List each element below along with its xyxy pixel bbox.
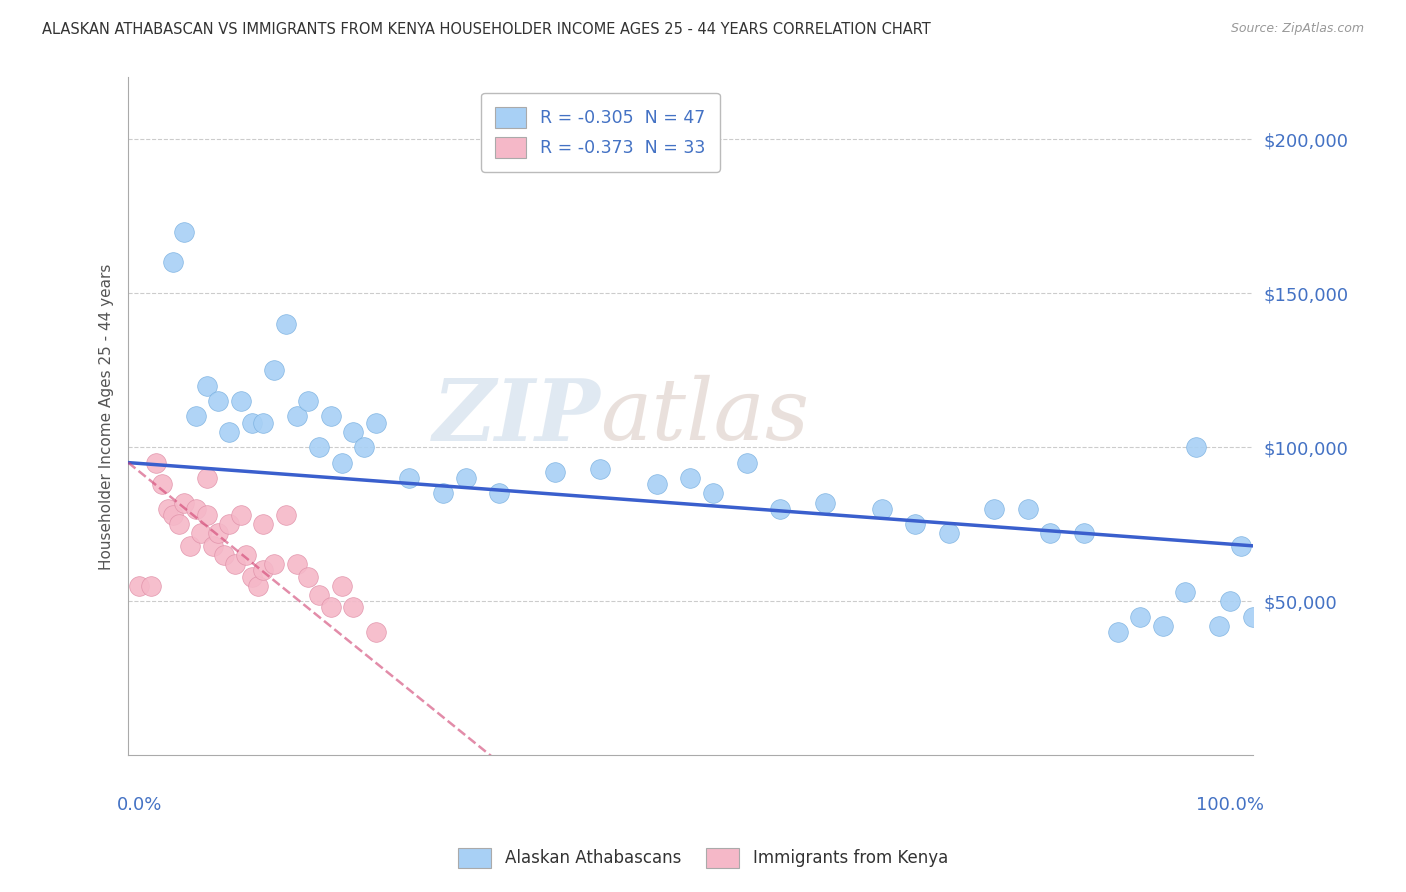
Point bbox=[229, 508, 252, 522]
Point bbox=[252, 564, 274, 578]
Point bbox=[1185, 440, 1208, 454]
Point bbox=[679, 471, 702, 485]
Point bbox=[167, 517, 190, 532]
Point bbox=[195, 471, 218, 485]
Point bbox=[870, 501, 893, 516]
Point bbox=[398, 471, 420, 485]
Point bbox=[218, 425, 240, 439]
Point bbox=[488, 486, 510, 500]
Point bbox=[246, 579, 269, 593]
Point bbox=[162, 508, 184, 522]
Point bbox=[156, 501, 179, 516]
Legend: R = -0.305  N = 47, R = -0.373  N = 33: R = -0.305 N = 47, R = -0.373 N = 33 bbox=[481, 93, 720, 172]
Text: 100.0%: 100.0% bbox=[1197, 796, 1264, 814]
Text: ZIP: ZIP bbox=[433, 375, 600, 458]
Point bbox=[263, 558, 285, 572]
Point bbox=[297, 394, 319, 409]
Point bbox=[702, 486, 724, 500]
Point bbox=[274, 508, 297, 522]
Point bbox=[1230, 539, 1253, 553]
Point bbox=[330, 456, 353, 470]
Point bbox=[207, 394, 229, 409]
Point bbox=[308, 440, 330, 454]
Point bbox=[139, 579, 162, 593]
Point bbox=[218, 517, 240, 532]
Point bbox=[173, 225, 195, 239]
Point bbox=[319, 600, 342, 615]
Point bbox=[145, 456, 167, 470]
Point bbox=[454, 471, 477, 485]
Point bbox=[150, 477, 173, 491]
Point bbox=[235, 548, 257, 562]
Point bbox=[285, 409, 308, 424]
Point bbox=[195, 378, 218, 392]
Point bbox=[1129, 609, 1152, 624]
Point bbox=[162, 255, 184, 269]
Text: Source: ZipAtlas.com: Source: ZipAtlas.com bbox=[1230, 22, 1364, 36]
Point bbox=[769, 501, 792, 516]
Point bbox=[224, 558, 246, 572]
Point bbox=[1219, 594, 1241, 608]
Point bbox=[128, 579, 150, 593]
Point bbox=[1241, 609, 1264, 624]
Point bbox=[240, 569, 263, 583]
Point bbox=[212, 548, 235, 562]
Text: 0.0%: 0.0% bbox=[117, 796, 162, 814]
Point bbox=[544, 465, 567, 479]
Point bbox=[342, 600, 364, 615]
Point bbox=[364, 416, 387, 430]
Point bbox=[308, 588, 330, 602]
Point bbox=[1174, 585, 1197, 599]
Point bbox=[1017, 501, 1039, 516]
Point bbox=[1073, 526, 1095, 541]
Point bbox=[1107, 625, 1129, 640]
Point bbox=[364, 625, 387, 640]
Point bbox=[201, 539, 224, 553]
Legend: Alaskan Athabascans, Immigrants from Kenya: Alaskan Athabascans, Immigrants from Ken… bbox=[451, 841, 955, 875]
Point bbox=[184, 501, 207, 516]
Text: ALASKAN ATHABASCAN VS IMMIGRANTS FROM KENYA HOUSEHOLDER INCOME AGES 25 - 44 YEAR: ALASKAN ATHABASCAN VS IMMIGRANTS FROM KE… bbox=[42, 22, 931, 37]
Point bbox=[184, 409, 207, 424]
Point bbox=[252, 517, 274, 532]
Point bbox=[252, 416, 274, 430]
Point bbox=[353, 440, 375, 454]
Point bbox=[1152, 619, 1174, 633]
Point bbox=[190, 526, 212, 541]
Point bbox=[983, 501, 1005, 516]
Point bbox=[432, 486, 454, 500]
Point bbox=[1039, 526, 1062, 541]
Text: atlas: atlas bbox=[600, 375, 810, 458]
Point bbox=[195, 508, 218, 522]
Point bbox=[274, 317, 297, 331]
Point bbox=[229, 394, 252, 409]
Point bbox=[342, 425, 364, 439]
Point bbox=[904, 517, 927, 532]
Point bbox=[589, 462, 612, 476]
Point bbox=[240, 416, 263, 430]
Point bbox=[319, 409, 342, 424]
Point bbox=[173, 496, 195, 510]
Point bbox=[1208, 619, 1230, 633]
Point bbox=[645, 477, 668, 491]
Point bbox=[179, 539, 201, 553]
Point bbox=[938, 526, 960, 541]
Point bbox=[263, 363, 285, 377]
Point bbox=[297, 569, 319, 583]
Point bbox=[735, 456, 758, 470]
Point bbox=[285, 558, 308, 572]
Point bbox=[207, 526, 229, 541]
Y-axis label: Householder Income Ages 25 - 44 years: Householder Income Ages 25 - 44 years bbox=[100, 263, 114, 570]
Point bbox=[330, 579, 353, 593]
Point bbox=[814, 496, 837, 510]
